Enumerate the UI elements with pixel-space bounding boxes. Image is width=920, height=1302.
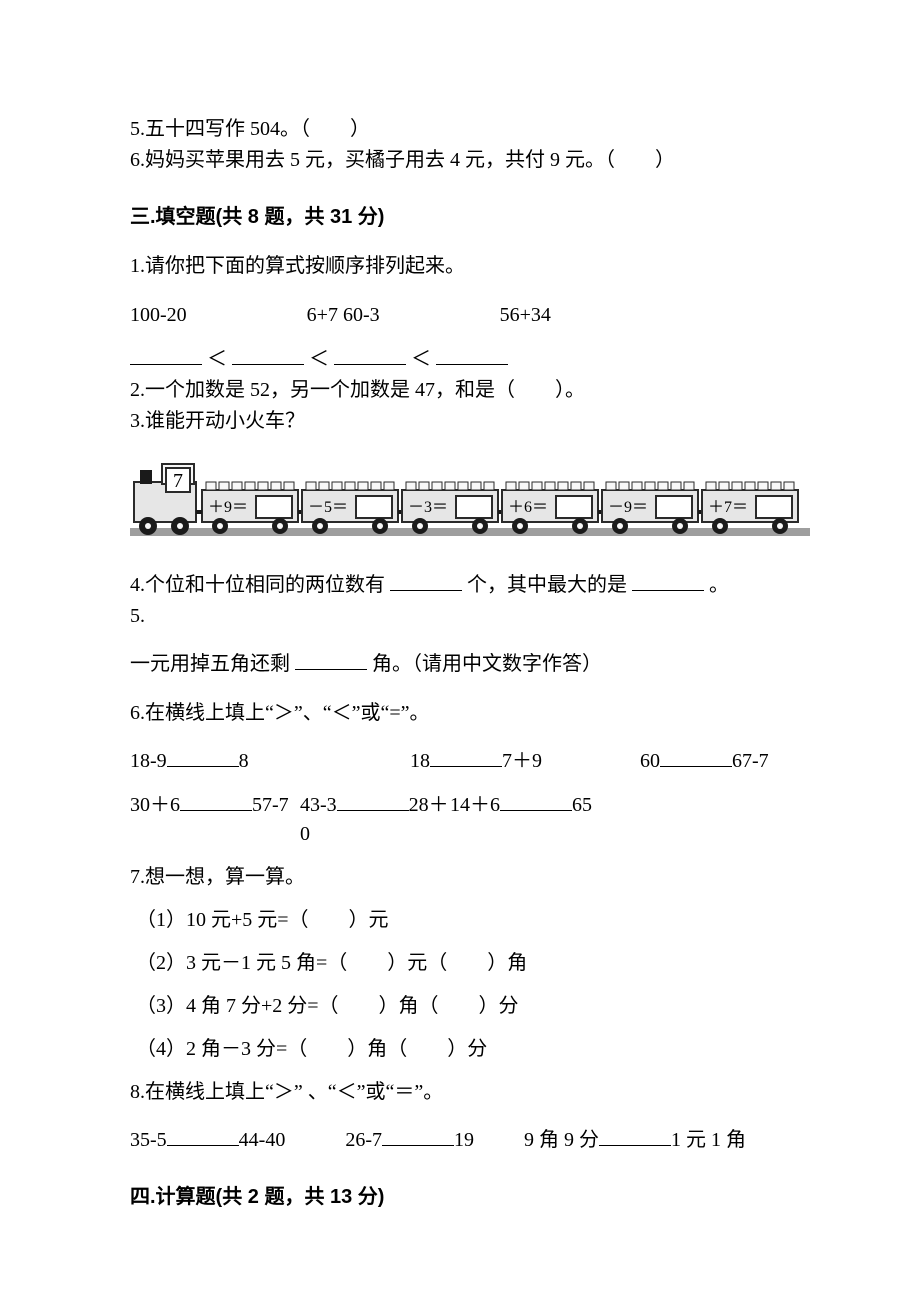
- q4-blank-2[interactable]: [632, 570, 704, 591]
- q8-l-1: 26-7: [345, 1129, 382, 1151]
- q4-blank-1[interactable]: [390, 570, 462, 591]
- svg-text:＋6＝: ＋6＝: [508, 499, 548, 516]
- q7-item-0: （1）10 元+5 元=（ ）元: [136, 906, 805, 935]
- q8-blank-1[interactable]: [382, 1125, 454, 1146]
- q1-blank-1[interactable]: [130, 344, 202, 365]
- q8-cell-1: 26-7 19: [345, 1129, 474, 1151]
- q8-l-2: 9 角 9 分: [524, 1129, 599, 1151]
- q6-r-1-2: 65: [572, 794, 592, 816]
- q8-r-0: 44-40: [239, 1129, 286, 1151]
- q7-item-1: （2）3 元－1 元 5 角=（ ）元（ ）角: [136, 949, 805, 978]
- q6-cell-1-2: 14＋6 65: [450, 790, 592, 849]
- q8-row: 35-5 44-40 26-7 19 9 角 9 分 1 元 1 角: [130, 1125, 805, 1155]
- q6-cell-0-2: 60 67-7: [640, 746, 769, 776]
- q1-text: 1.请你把下面的算式按顺序排列起来。: [130, 252, 805, 281]
- svg-text:－3＝: －3＝: [408, 499, 448, 516]
- svg-text:＋7＝: ＋7＝: [708, 499, 748, 516]
- q6-l-1-2: 14＋6: [450, 794, 500, 816]
- q6-cell-0-1: 18 7＋9: [410, 746, 640, 776]
- q8-r-2: 1 元 1 角: [671, 1129, 746, 1151]
- q1-blank-3[interactable]: [334, 344, 406, 365]
- q2-text: 2.一个加数是 52，另一个加数是 47，和是（ ）。: [130, 376, 805, 405]
- q4-pre: 4.个位和十位相同的两位数有: [130, 574, 385, 596]
- q3-text: 3.谁能开动小火车？: [130, 407, 805, 436]
- q6-blank-0-0[interactable]: [167, 746, 239, 767]
- q6-l-0-1: 18: [410, 750, 430, 772]
- q8-blank-0[interactable]: [167, 1125, 239, 1146]
- q7-item-2: （3）4 角 7 分+2 分=（ ）角（ ）分: [136, 992, 805, 1021]
- q6-blank-1-0[interactable]: [180, 790, 252, 811]
- q6-r-0-1: 7＋9: [502, 750, 542, 772]
- q5-post: 角。（请用中文数字作答）: [372, 653, 602, 675]
- q6-r-0-0: 8: [239, 750, 249, 772]
- q8-text: 8.在横线上填上“＞” 、“＜”或“＝”。: [130, 1078, 805, 1107]
- q1-expr-2: 6+7 60-3: [307, 304, 380, 326]
- q8-cell-2: 9 角 9 分 1 元 1 角: [524, 1129, 746, 1151]
- q5-blank[interactable]: [295, 649, 367, 670]
- q6-l-0-0: 18-9: [130, 750, 167, 772]
- svg-text:＋9＝: ＋9＝: [208, 499, 248, 516]
- q8-blank-2[interactable]: [599, 1125, 671, 1146]
- q1-order-blanks: ＜ ＜ ＜: [130, 344, 805, 374]
- q7-items: （1）10 元+5 元=（ ）元 （2）3 元－1 元 5 角=（ ）元（ ）角 （…: [130, 906, 805, 1064]
- section-4-heading: 四.计算题(共 2 题，共 13 分): [130, 1183, 805, 1212]
- section-3-heading: 三.填空题(共 8 题，共 31 分): [130, 203, 805, 232]
- q6-cell-1-0: 30＋6 57-7: [130, 790, 300, 849]
- q6-blank-1-1[interactable]: [337, 790, 409, 811]
- q5-pre: 一元用掉五角还剩: [130, 653, 290, 675]
- q4-post: 。: [709, 574, 729, 596]
- q6-rows: 18-9 8 18 7＋9 60 67-7 30＋6 57-7 43-328＋014＋6 65: [130, 746, 805, 849]
- q7-item-3: （4）2 角－3 分=（ ）角（ ）分: [136, 1035, 805, 1064]
- q6-r-1-0: 57-7: [252, 794, 289, 816]
- q6-cell-1-1: 43-328＋0: [300, 790, 450, 849]
- lt-1: ＜: [207, 348, 227, 370]
- q6-l-1-0: 30＋6: [130, 794, 180, 816]
- train-diagram: 7 ＋9＝ －5＝ －3＝ ＋6＝ －9＝ ＋7＝: [130, 460, 805, 540]
- q6-cell-0-0: 18-9 8: [130, 746, 410, 776]
- q1-expressions: 100-20 6+7 60-3 56+34: [130, 301, 805, 330]
- q8-cell-0: 35-5 44-40: [130, 1129, 285, 1151]
- q6-text: 6.在横线上填上“＞”、“＜”或“=”。: [130, 699, 805, 728]
- q5-line: 一元用掉五角还剩 角。（请用中文数字作答）: [130, 649, 805, 679]
- q8-r-1: 19: [454, 1129, 474, 1151]
- q6-r-0-2: 67-7: [732, 750, 769, 772]
- q4-line: 4.个位和十位相同的两位数有 个，其中最大的是 。: [130, 570, 805, 600]
- q1-blank-2[interactable]: [232, 344, 304, 365]
- q1-expr-1: 100-20: [130, 304, 187, 326]
- svg-text:7: 7: [173, 470, 183, 492]
- q6-l-1-1: 43-3: [300, 794, 337, 816]
- lt-2: ＜: [309, 348, 329, 370]
- q6-blank-0-2[interactable]: [660, 746, 732, 767]
- q7-text: 7.想一想，算一算。: [130, 863, 805, 892]
- q1-expr-3: 56+34: [500, 304, 551, 326]
- q5-label: 5.: [130, 602, 805, 631]
- q4-mid: 个，其中最大的是: [467, 574, 627, 596]
- q6-row-0: 18-9 8 18 7＋9 60 67-7: [130, 746, 805, 776]
- q6-l-0-2: 60: [640, 750, 660, 772]
- q6-blank-1-2[interactable]: [500, 790, 572, 811]
- tf-q5: 5.五十四写作 504。（ ）: [130, 115, 805, 144]
- svg-text:－9＝: －9＝: [608, 499, 648, 516]
- q8-l-0: 35-5: [130, 1129, 167, 1151]
- svg-text:－5＝: －5＝: [308, 499, 348, 516]
- q1-blank-4[interactable]: [436, 344, 508, 365]
- tf-q6: 6.妈妈买苹果用去 5 元，买橘子用去 4 元，共付 9 元。（ ）: [130, 146, 805, 175]
- train-svg: 7 ＋9＝ －5＝ －3＝ ＋6＝ －9＝ ＋7＝: [130, 460, 810, 540]
- q6-blank-0-1[interactable]: [430, 746, 502, 767]
- worksheet-page: 5.五十四写作 504。（ ） 6.妈妈买苹果用去 5 元，买橘子用去 4 元，…: [0, 0, 920, 1292]
- q6-row-1: 30＋6 57-7 43-328＋014＋6 65: [130, 790, 805, 849]
- lt-3: ＜: [411, 348, 431, 370]
